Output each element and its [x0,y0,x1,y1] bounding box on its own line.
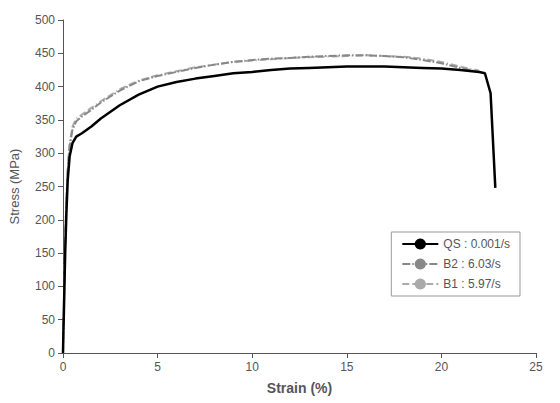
svg-text:20: 20 [435,360,449,374]
svg-text:50: 50 [42,313,56,327]
svg-text:15: 15 [340,360,354,374]
svg-text:0: 0 [48,346,55,360]
svg-text:400: 400 [35,80,55,94]
svg-text:250: 250 [35,180,55,194]
svg-text:Strain (%): Strain (%) [267,380,332,396]
svg-text:10: 10 [246,360,260,374]
svg-text:0: 0 [60,360,67,374]
svg-text:150: 150 [35,246,55,260]
svg-text:Stress (MPa): Stress (MPa) [7,149,22,225]
svg-text:500: 500 [35,13,55,27]
svg-text:450: 450 [35,46,55,60]
svg-text:200: 200 [35,213,55,227]
svg-text:350: 350 [35,113,55,127]
svg-text:QS : 0.001/s: QS : 0.001/s [443,237,510,251]
svg-text:25: 25 [529,360,543,374]
svg-text:B2 : 6.03/s: B2 : 6.03/s [443,257,500,271]
svg-text:5: 5 [154,360,161,374]
svg-text:B1 : 5.97/s: B1 : 5.97/s [443,277,500,291]
svg-text:100: 100 [35,279,55,293]
svg-text:300: 300 [35,146,55,160]
